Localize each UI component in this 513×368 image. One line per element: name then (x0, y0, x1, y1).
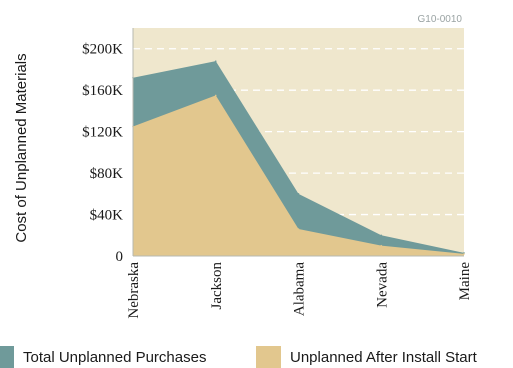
y-tick-label: 0 (116, 249, 124, 265)
data-point (214, 94, 217, 97)
data-point (380, 234, 383, 237)
y-tick-label: $160K (82, 83, 123, 99)
data-point (297, 193, 300, 195)
x-tick-label: Alabama (292, 262, 308, 316)
legend-label: Unplanned After Install Start (290, 349, 478, 366)
x-tick-label: Nebraska (126, 262, 142, 319)
data-point (297, 228, 300, 230)
x-tick-label: Nevada (374, 262, 390, 308)
data-point (214, 60, 217, 62)
chart-id-label: G10-0010 (418, 14, 463, 25)
y-tick-label: $80K (90, 166, 124, 182)
y-tick-label: $40K (90, 208, 124, 224)
y-tick-label: $200K (82, 42, 123, 58)
y-axis-title: Cost of Unplanned Materials (13, 53, 30, 242)
x-tick-label: Jackson (209, 262, 225, 310)
y-axis: 0 $40K $80K $120K $160K $200K (82, 28, 134, 265)
legend-swatch (0, 346, 14, 368)
y-tick-label: $120K (82, 125, 123, 141)
x-tick-label: Maine (457, 262, 473, 301)
x-axis: Nebraska Jackson Alabama Nevada Maine (126, 255, 473, 319)
legend-swatch (256, 346, 281, 368)
data-point (463, 253, 465, 255)
legend-label: Total Unplanned Purchases (23, 349, 206, 366)
area-series-1 (133, 95, 464, 256)
data-point (380, 244, 383, 247)
legend: Total Unplanned Purchases Unplanned After… (0, 346, 478, 368)
